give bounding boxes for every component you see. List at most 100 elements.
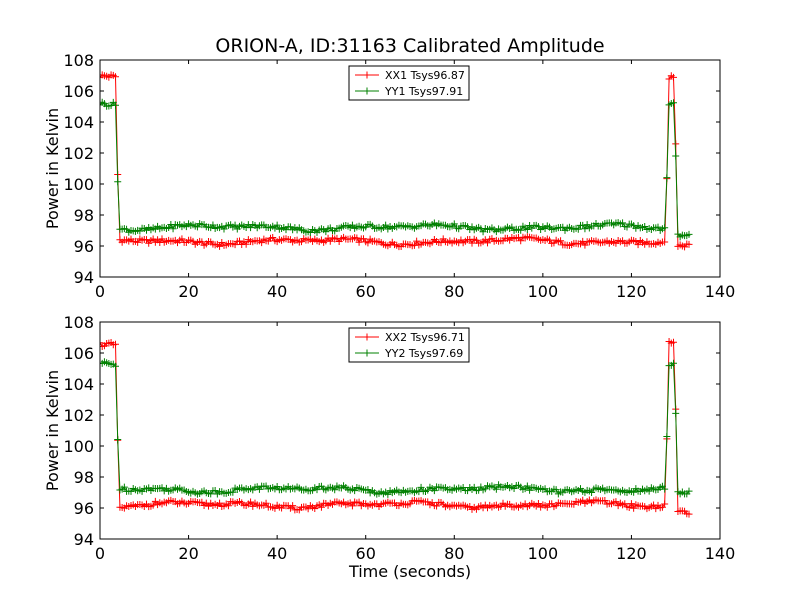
x-tick-label: 80 [444, 544, 464, 563]
data-point [216, 242, 224, 250]
y-tick-label: 96 [74, 499, 94, 518]
legend: XX1 Tsys96.87 YY1 Tsys97.91 [348, 65, 470, 101]
data-point [670, 99, 677, 107]
x-tick-label: 0 [95, 282, 105, 301]
data-point [523, 482, 531, 490]
data-point [685, 510, 693, 518]
y-tick-label: 104 [63, 375, 94, 394]
data-point [663, 432, 671, 440]
data-point [289, 502, 297, 510]
data-point [258, 239, 266, 247]
data-point [517, 226, 525, 234]
data-point [685, 240, 693, 248]
legend-marker [363, 71, 371, 79]
data-point [619, 219, 627, 227]
data-point [552, 486, 560, 494]
data-point [413, 237, 421, 245]
data-point [661, 224, 669, 232]
data-point [262, 499, 270, 507]
legend-marker [363, 87, 371, 95]
data-point [672, 152, 680, 160]
x-tick-label: 60 [356, 282, 376, 301]
data-point [685, 487, 693, 495]
data-point [670, 338, 677, 346]
data-point [112, 101, 119, 109]
legend-marker [363, 349, 371, 357]
y-tick-label: 102 [63, 144, 94, 163]
y-tick-label: 98 [74, 468, 94, 487]
data-point [348, 502, 356, 510]
data-point [534, 499, 542, 507]
data-point [353, 234, 361, 242]
data-point [143, 236, 150, 244]
legend-label: YY2 Tsys97.69 [384, 347, 463, 360]
x-tick-label: 100 [528, 544, 559, 563]
x-tick-label: 100 [528, 282, 559, 301]
x-tick-label: 140 [705, 282, 736, 301]
series-1 [100, 71, 693, 251]
chart-panel-1: 0 20 40 60 80 100 120 140 94 96 98 100 102 104 106 108 O… [43, 35, 735, 301]
data-point [661, 485, 669, 493]
legend-label: YY1 Tsys97.91 [384, 85, 463, 98]
data-point [273, 221, 281, 229]
y-tick-label: 96 [74, 237, 94, 256]
x-axis-label: Time (seconds) [348, 562, 471, 581]
legend-marker [363, 333, 371, 341]
data-point [468, 239, 476, 247]
data-point [114, 178, 122, 186]
data-point [236, 237, 243, 245]
data-point [317, 503, 325, 511]
data-point [670, 73, 677, 81]
data-point [557, 237, 565, 245]
legend-entry-2: YY2 Tsys97.69 [355, 347, 463, 360]
series-1 [100, 337, 693, 518]
chart-panel-2: 0 20 40 60 80 100 120 140 94 96 98 100 102 104 106 108 P… [43, 313, 735, 581]
data-point [331, 486, 339, 494]
legend-label: XX1 Tsys96.87 [385, 69, 465, 82]
x-tick-label: 20 [178, 544, 198, 563]
y-tick-label: 94 [74, 530, 94, 549]
data-point [517, 237, 525, 245]
data-point [672, 409, 680, 417]
data-point [112, 73, 119, 81]
axes-frame [99, 321, 721, 540]
data-point [612, 498, 620, 506]
y-tick-label: 104 [63, 113, 94, 132]
plot-data [100, 337, 693, 518]
legend-entry-1: XX1 Tsys96.87 [355, 69, 465, 82]
data-point [169, 225, 177, 233]
x-tick-label: 0 [95, 544, 105, 563]
data-point [437, 239, 445, 247]
y-tick-label: 106 [63, 82, 94, 101]
legend-entry-1: XX2 Tsys96.71 [355, 331, 465, 344]
data-point [430, 487, 438, 495]
data-point [433, 502, 441, 510]
data-point [100, 339, 104, 347]
data-point [382, 221, 390, 229]
data-point [384, 490, 392, 498]
data-point [112, 362, 119, 370]
data-point [670, 359, 677, 367]
legend-entry-2: YY1 Tsys97.91 [355, 85, 463, 98]
axes-frame [99, 59, 721, 278]
data-point [492, 485, 500, 493]
y-tick-label: 102 [63, 406, 94, 425]
data-point [355, 498, 363, 506]
chart-title: ORION-A, ID:31163 Calibrated Amplitude [215, 35, 604, 57]
series-line [100, 101, 690, 238]
x-tick-label: 120 [616, 544, 647, 563]
legend-box [348, 327, 470, 363]
data-point [364, 239, 372, 247]
y-tick-label: 108 [63, 51, 94, 70]
data-point [231, 221, 239, 229]
x-tick-label: 60 [356, 544, 376, 563]
data-point [661, 238, 669, 246]
data-point [663, 174, 671, 182]
y-tick-label: 100 [63, 175, 94, 194]
data-point [417, 483, 425, 491]
data-point [112, 340, 119, 348]
data-point [634, 241, 642, 249]
x-tick-label: 40 [267, 282, 287, 301]
y-tick-label: 106 [63, 344, 94, 363]
